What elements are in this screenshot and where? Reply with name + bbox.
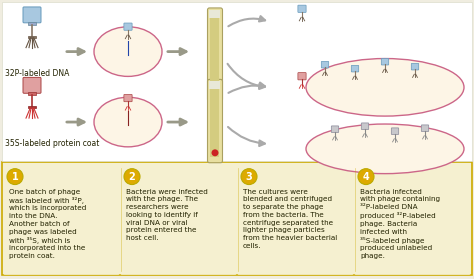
- Ellipse shape: [94, 27, 162, 76]
- Text: 4: 4: [363, 172, 369, 182]
- FancyBboxPatch shape: [381, 58, 389, 65]
- FancyBboxPatch shape: [361, 123, 369, 129]
- FancyBboxPatch shape: [351, 65, 359, 72]
- Ellipse shape: [306, 59, 464, 116]
- FancyBboxPatch shape: [421, 125, 428, 131]
- Bar: [28, 22, 36, 25]
- Bar: [210, 89, 219, 157]
- FancyBboxPatch shape: [208, 8, 222, 101]
- Text: Bacteria infected
with phage containing
³²P-labeled DNA
produced ³²P-labeled
pha: Bacteria infected with phage containing …: [360, 189, 440, 259]
- FancyBboxPatch shape: [331, 126, 339, 133]
- FancyBboxPatch shape: [354, 164, 471, 275]
- Ellipse shape: [94, 97, 162, 147]
- FancyBboxPatch shape: [23, 7, 41, 23]
- FancyBboxPatch shape: [392, 128, 399, 134]
- Text: 2: 2: [128, 172, 136, 182]
- Circle shape: [124, 169, 140, 184]
- Text: Bacteria were infected
with the phage. The
researchers were
looking to identify : Bacteria were infected with the phage. T…: [126, 189, 208, 241]
- FancyBboxPatch shape: [298, 73, 306, 80]
- Bar: [210, 81, 220, 89]
- FancyBboxPatch shape: [208, 80, 222, 163]
- FancyBboxPatch shape: [23, 77, 41, 93]
- Text: 35S-labeled protein coat: 35S-labeled protein coat: [5, 139, 100, 148]
- FancyBboxPatch shape: [298, 5, 306, 12]
- Text: The cultures were
blended and centrifuged
to separate the phage
from the bacteri: The cultures were blended and centrifuge…: [243, 189, 337, 249]
- FancyBboxPatch shape: [321, 61, 328, 68]
- FancyBboxPatch shape: [124, 95, 132, 102]
- FancyBboxPatch shape: [124, 23, 132, 30]
- FancyBboxPatch shape: [3, 164, 120, 275]
- Text: 3: 3: [246, 172, 252, 182]
- Bar: [210, 18, 219, 95]
- Text: 1: 1: [12, 172, 18, 182]
- Ellipse shape: [306, 124, 464, 174]
- Text: 32P-labeled DNA: 32P-labeled DNA: [5, 69, 69, 78]
- Text: One batch of phage
was labeled with ³²P,
which is incorporated
into the DNA.
Ano: One batch of phage was labeled with ³²P,…: [9, 189, 86, 259]
- FancyBboxPatch shape: [120, 164, 237, 275]
- Bar: [28, 92, 36, 95]
- Circle shape: [358, 169, 374, 184]
- FancyBboxPatch shape: [2, 2, 472, 161]
- Circle shape: [7, 169, 23, 184]
- FancyBboxPatch shape: [2, 162, 472, 275]
- FancyBboxPatch shape: [237, 164, 354, 275]
- Bar: [28, 36, 36, 38]
- Bar: [28, 106, 36, 108]
- Bar: [210, 10, 220, 18]
- Circle shape: [211, 149, 219, 156]
- FancyBboxPatch shape: [411, 63, 419, 70]
- Circle shape: [241, 169, 257, 184]
